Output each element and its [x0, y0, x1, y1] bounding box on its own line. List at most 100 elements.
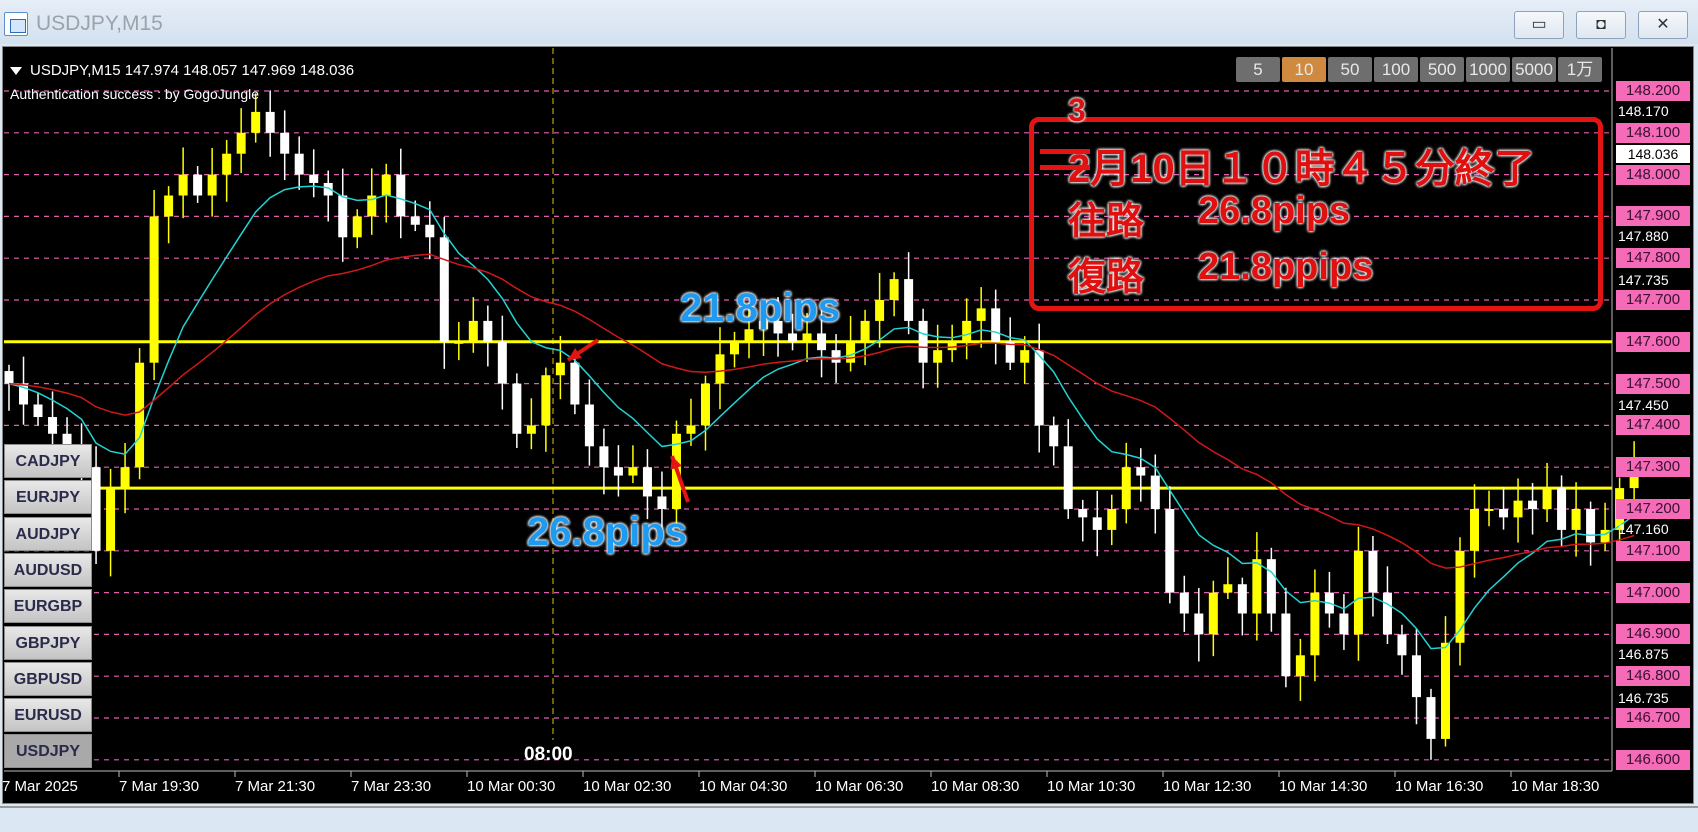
- lot-button-100[interactable]: 100: [1374, 57, 1418, 82]
- bull-candle: [1020, 350, 1030, 363]
- bear-candle: [1034, 350, 1044, 426]
- bull-candle: [715, 354, 725, 384]
- price-level-label: 147.200: [1616, 499, 1690, 519]
- price-tick-label: 147.735: [1618, 272, 1669, 288]
- bull-candle: [106, 488, 116, 551]
- bull-candle: [1600, 529, 1610, 543]
- price-level-label: 147.000: [1616, 582, 1690, 603]
- lot-button-1000[interactable]: 1000: [1466, 57, 1510, 82]
- price-level-label: 146.800: [1616, 666, 1690, 687]
- bull-candle: [1542, 488, 1552, 509]
- minimize-button[interactable]: ▭: [1514, 11, 1564, 39]
- bear-candle: [657, 496, 667, 509]
- bear-candle: [991, 308, 1001, 342]
- close-button[interactable]: ✕: [1638, 11, 1688, 39]
- symbol-button-eurjpy[interactable]: EURJPY: [4, 480, 92, 515]
- bear-candle: [1165, 509, 1175, 593]
- bull-candle: [889, 279, 899, 300]
- bear-candle: [1411, 655, 1421, 698]
- outbound-pips-annotation: 26.8pips: [527, 510, 688, 554]
- price-level-label: 148.200: [1616, 81, 1690, 101]
- bull-candle: [120, 467, 130, 489]
- bull-candle: [1223, 584, 1233, 593]
- bull-candle: [1513, 500, 1523, 518]
- bear-candle: [4, 371, 14, 384]
- symbol-button-cadjpy[interactable]: CADJPY: [4, 444, 92, 478]
- bear-candle: [294, 153, 304, 175]
- bear-candle: [1339, 613, 1349, 635]
- bear-candle: [338, 195, 348, 238]
- bear-candle: [918, 320, 928, 363]
- vertical-line-label: 08:00: [524, 744, 573, 765]
- bull-candle: [1208, 592, 1218, 635]
- bear-candle: [1092, 517, 1102, 530]
- time-label: 10 Mar 00:30: [467, 778, 556, 795]
- window-titlebar: USDJPY,M15 ▭ ◘ ✕: [0, 0, 1698, 44]
- bull-candle: [164, 195, 174, 217]
- bear-candle: [817, 333, 827, 351]
- bear-candle: [33, 404, 43, 418]
- bear-candle: [1499, 509, 1509, 518]
- bull-candle: [846, 341, 856, 363]
- bull-candle: [933, 350, 943, 363]
- symbol-button-usdjpy[interactable]: USDJPY: [4, 734, 92, 769]
- bear-candle: [1078, 509, 1088, 518]
- symbol-button-gbpjpy[interactable]: GBPJPY: [4, 625, 92, 660]
- current-price-label: 148.036: [1616, 144, 1690, 163]
- bull-candle: [222, 153, 232, 175]
- lot-button-5000[interactable]: 5000: [1512, 57, 1556, 82]
- time-label: 10 Mar 18:30: [1511, 778, 1600, 795]
- bear-candle: [265, 111, 275, 133]
- bull-candle: [730, 341, 739, 355]
- lot-button-50[interactable]: 50: [1328, 57, 1372, 82]
- bear-candle: [1368, 550, 1378, 593]
- strikethrough-line: [1040, 165, 1090, 170]
- bull-candle: [367, 195, 377, 217]
- bear-candle: [91, 467, 101, 551]
- fast-moving-average-line: [8, 185, 1635, 650]
- strikethrough-line: [1040, 149, 1090, 154]
- bull-candle: [149, 216, 159, 363]
- bull-candle: [1455, 550, 1465, 643]
- bear-candle: [599, 446, 609, 468]
- time-label: 7 Mar 21:30: [235, 778, 316, 795]
- restore-button[interactable]: ◘: [1576, 11, 1626, 39]
- symbol-button-audusd[interactable]: AUDUSD: [4, 552, 92, 587]
- time-label: 7 Mar 23:30: [351, 778, 432, 795]
- bull-candle: [381, 174, 391, 196]
- symbol-button-audjpy[interactable]: AUDJPY: [4, 516, 92, 551]
- bull-candle: [251, 111, 261, 133]
- bull-candle: [976, 308, 986, 321]
- return-pips-annotation: 21.8pips: [680, 286, 841, 330]
- lot-button-10[interactable]: 10: [1282, 57, 1326, 82]
- price-tick-label: 146.735: [1618, 690, 1669, 706]
- collapse-triangle-icon[interactable]: [10, 67, 22, 76]
- price-level-label: 147.600: [1616, 331, 1690, 352]
- bear-candle: [1382, 592, 1392, 635]
- bear-candle: [831, 350, 841, 363]
- symbol-button-eurusd[interactable]: EURUSD: [4, 698, 92, 733]
- symbol-button-gbpusd[interactable]: GBPUSD: [4, 661, 92, 696]
- price-tick-label: 147.160: [1618, 521, 1669, 537]
- bull-candle: [454, 341, 464, 344]
- bull-candle: [468, 320, 478, 342]
- bull-candle: [135, 362, 145, 468]
- price-level-label: 146.900: [1616, 624, 1690, 645]
- bear-candle: [19, 383, 29, 405]
- bear-candle: [309, 174, 319, 183]
- time-label: 7 Mar 2025: [2, 778, 78, 795]
- time-label: 10 Mar 10:30: [1047, 778, 1136, 795]
- bear-candle: [1426, 697, 1436, 739]
- bear-candle: [1063, 446, 1073, 509]
- time-label: 10 Mar 16:30: [1395, 778, 1484, 795]
- bear-candle: [642, 467, 652, 497]
- lot-button-1万[interactable]: 1万: [1558, 57, 1602, 82]
- ohlc-readout: USDJPY,M15 147.974 148.057 147.969 148.0…: [30, 62, 355, 79]
- symbol-info: USDJPY,M15 147.974 148.057 147.969 148.0…: [10, 62, 354, 79]
- time-label: 10 Mar 02:30: [583, 778, 672, 795]
- symbol-button-eurgbp[interactable]: EURGBP: [4, 589, 92, 624]
- lot-button-5[interactable]: 5: [1236, 57, 1280, 82]
- lot-button-500[interactable]: 500: [1420, 57, 1464, 82]
- bull-candle: [744, 329, 754, 342]
